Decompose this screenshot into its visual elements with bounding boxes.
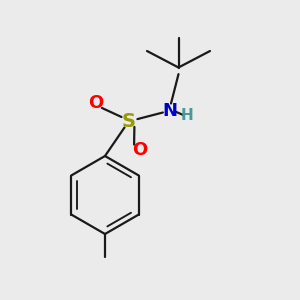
Text: S: S bbox=[122, 112, 136, 131]
Text: O: O bbox=[88, 94, 104, 112]
Text: H: H bbox=[181, 108, 194, 123]
Text: O: O bbox=[132, 141, 147, 159]
Text: N: N bbox=[162, 102, 177, 120]
